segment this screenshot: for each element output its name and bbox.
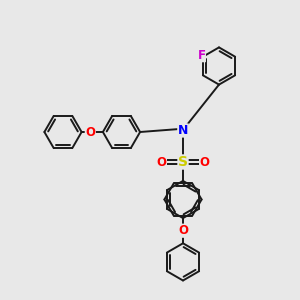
Text: F: F [197,49,206,62]
Text: N: N [178,124,188,137]
Text: S: S [178,155,188,169]
Text: O: O [156,155,167,169]
Text: O: O [178,224,188,237]
Text: O: O [85,125,95,139]
Text: O: O [200,155,210,169]
